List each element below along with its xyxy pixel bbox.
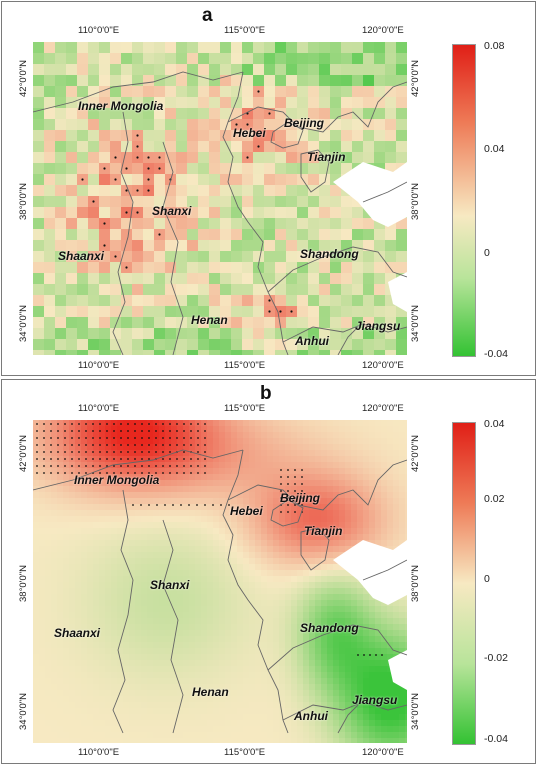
label-inner-mongolia-a: Inner Mongolia <box>78 99 164 113</box>
lat-tick-left-34: 34°0'0"N <box>18 305 29 342</box>
label-shandong-a: Shandong <box>300 247 359 261</box>
label-hebei-a: Hebei <box>233 126 266 140</box>
label-beijing-a: Beijing <box>284 116 325 130</box>
label-shandong-b: Shandong <box>300 621 359 635</box>
lon-tick-bottom-115-b: 115°0'0"E <box>224 747 266 758</box>
colorbar-b-upper: 0.02 <box>484 493 505 505</box>
label-tianjin-a: Tianjin <box>307 150 346 164</box>
label-tianjin-b: Tianjin <box>304 524 343 538</box>
lat-tick-right-38: 38°0'0"N <box>410 183 421 220</box>
colorbar-a-max: 0.08 <box>484 40 505 52</box>
lon-tick-bottom-120: 120°0'0"E <box>362 360 404 371</box>
lat-tick-right-38-b: 38°0'0"N <box>410 565 421 602</box>
lat-tick-right-42: 42°0'0"N <box>410 60 421 97</box>
lat-tick-left-34-b: 34°0'0"N <box>18 693 29 730</box>
colorbar-b-mid: 0 <box>484 573 490 585</box>
label-jiangsu-b: Jiangsu <box>352 693 398 707</box>
colorbar-a-min: -0.04 <box>484 348 508 360</box>
label-anhui-a: Anhui <box>295 334 329 348</box>
lon-tick-top-115-b: 115°0'0"E <box>224 403 266 414</box>
colorbar-b-max: 0.04 <box>484 418 505 430</box>
lon-tick-top-120-b: 120°0'0"E <box>362 403 404 414</box>
lat-tick-left-42: 42°0'0"N <box>18 60 29 97</box>
label-anhui-b: Anhui <box>294 709 328 723</box>
colorbar-a-upper: 0.04 <box>484 143 505 155</box>
panel-b: b 110°0'0"E 115°0'0"E 120°0'0"E 110°0'0"… <box>1 379 536 764</box>
label-hebei-b: Hebei <box>230 504 263 518</box>
panel-label-b: b <box>260 383 272 404</box>
lat-tick-left-42-b: 42°0'0"N <box>18 435 29 472</box>
colorbar-b-min: -0.04 <box>484 733 508 745</box>
label-shaanxi-a: Shaanxi <box>58 249 105 263</box>
lon-tick-bottom-110-b: 110°0'0"E <box>78 747 120 758</box>
lon-tick-bottom-115: 115°0'0"E <box>224 360 266 371</box>
colorbar-a <box>452 44 476 357</box>
label-shanxi-a: Shanxi <box>152 204 192 218</box>
label-beijing-b: Beijing <box>280 491 321 505</box>
panel-label-a: a <box>202 5 213 26</box>
label-henan-b: Henan <box>192 685 229 699</box>
lon-tick-top-110: 110°0'0"E <box>78 25 120 36</box>
colorbar-b <box>452 422 476 745</box>
map-a <box>33 42 407 355</box>
label-inner-mongolia-b: Inner Mongolia <box>74 473 160 487</box>
label-shaanxi-b: Shaanxi <box>54 626 101 640</box>
lon-tick-top-120: 120°0'0"E <box>362 25 404 36</box>
lat-tick-right-42-b: 42°0'0"N <box>410 435 421 472</box>
lon-tick-bottom-120-b: 120°0'0"E <box>362 747 404 758</box>
lat-tick-right-34-b: 34°0'0"N <box>410 693 421 730</box>
map-b <box>33 420 407 743</box>
lon-tick-top-115: 115°0'0"E <box>224 25 266 36</box>
label-shanxi-b: Shanxi <box>150 578 190 592</box>
lat-tick-left-38: 38°0'0"N <box>18 183 29 220</box>
lat-tick-left-38-b: 38°0'0"N <box>18 565 29 602</box>
label-jiangsu-a: Jiangsu <box>355 319 401 333</box>
colorbar-b-lower: -0.02 <box>484 652 508 664</box>
label-henan-a: Henan <box>191 313 228 327</box>
lat-tick-right-34: 34°0'0"N <box>410 305 421 342</box>
lon-tick-bottom-110: 110°0'0"E <box>78 360 120 371</box>
lon-tick-top-110-b: 110°0'0"E <box>78 403 120 414</box>
panel-a: a 110°0'0"E 115°0'0"E 120°0'0"E 110°0'0"… <box>1 1 536 376</box>
colorbar-a-mid: 0 <box>484 247 490 259</box>
